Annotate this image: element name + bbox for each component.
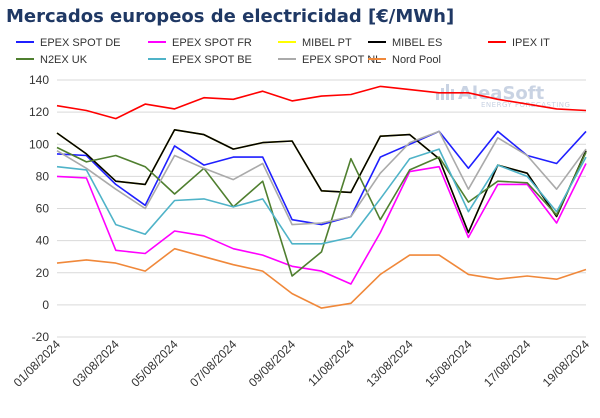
legend-item-mibel-pt: MIBEL PT: [278, 37, 352, 49]
y-axis: -20 0 20 40 60 80 100 120 140: [29, 73, 49, 344]
x-tick-label: 19/08/2024: [540, 337, 593, 390]
legend-label: MIBEL ES: [392, 37, 442, 49]
legend-label: Nord Pool: [392, 54, 441, 66]
logo-text: AleaSoft: [458, 83, 545, 104]
x-tick-label: 09/08/2024: [246, 337, 299, 390]
y-tick-label: 140: [29, 73, 49, 87]
y-tick-label: -20: [32, 330, 50, 344]
series-line-epex-spot-be: [56, 148, 587, 245]
series-line-epex-spot-nl: [56, 130, 587, 226]
grid: [57, 79, 586, 338]
x-tick-label: 03/08/2024: [70, 337, 123, 390]
chart-title: Mercados europeos de electricidad [€/MWh…: [6, 6, 454, 27]
legend-label: N2EX UK: [40, 54, 88, 66]
x-tick-label: 01/08/2024: [11, 337, 64, 390]
series-line-nord-pool: [56, 247, 587, 309]
legend-item-epex-spot-de: EPEX SPOT DE: [16, 37, 121, 49]
series-line-n2ex-uk: [56, 146, 587, 277]
series-line-ipex-it: [56, 85, 587, 120]
aleasoft-logo: AleaSoft ENERGY FORECASTING: [436, 83, 570, 109]
y-tick-label: 40: [36, 234, 50, 248]
y-tick-label: 80: [36, 169, 50, 183]
legend-label: EPEX SPOT NL: [302, 54, 381, 66]
x-tick-label: 13/08/2024: [363, 337, 416, 390]
legend-label: MIBEL PT: [302, 37, 352, 49]
y-tick-label: 0: [42, 298, 49, 312]
x-tick-label: 15/08/2024: [422, 337, 475, 390]
x-tick-label: 11/08/2024: [305, 337, 357, 389]
legend-label: EPEX SPOT FR: [172, 37, 252, 49]
x-axis: 01/08/2024 03/08/2024 05/08/2024 07/08/2024…: [11, 337, 593, 390]
y-tick-label: 100: [29, 137, 49, 151]
series-lines: [56, 85, 587, 309]
legend-item-mibel-es: MIBEL ES: [368, 37, 442, 49]
legend-item-n2ex-uk: N2EX UK: [16, 54, 88, 66]
legend-item-epex-spot-fr: EPEX SPOT FR: [148, 37, 252, 49]
logo-subtext: ENERGY FORECASTING: [481, 101, 570, 109]
legend-label: EPEX SPOT BE: [172, 54, 252, 66]
legend-item-epex-spot-be: EPEX SPOT BE: [148, 54, 252, 66]
x-tick-label: 07/08/2024: [187, 337, 240, 390]
x-tick-label: 17/08/2024: [481, 337, 534, 390]
y-tick-label: 60: [36, 202, 50, 216]
legend-item-epex-spot-nl: EPEX SPOT NL: [278, 54, 381, 66]
legend-item-ipex-it: IPEX IT: [488, 37, 550, 49]
legend: EPEX SPOT DE EPEX SPOT FR MIBEL PT MIBEL ES…: [16, 37, 550, 66]
legend-item-nord-pool: Nord Pool: [368, 54, 441, 66]
x-tick-label: 05/08/2024: [128, 337, 181, 390]
series-line-epex-spot-fr: [56, 163, 587, 285]
series-line-epex-spot-de: [56, 130, 587, 226]
y-tick-label: 120: [29, 105, 49, 119]
y-tick-label: 20: [36, 266, 50, 280]
legend-label: EPEX SPOT DE: [40, 37, 121, 49]
legend-label: IPEX IT: [512, 37, 550, 49]
